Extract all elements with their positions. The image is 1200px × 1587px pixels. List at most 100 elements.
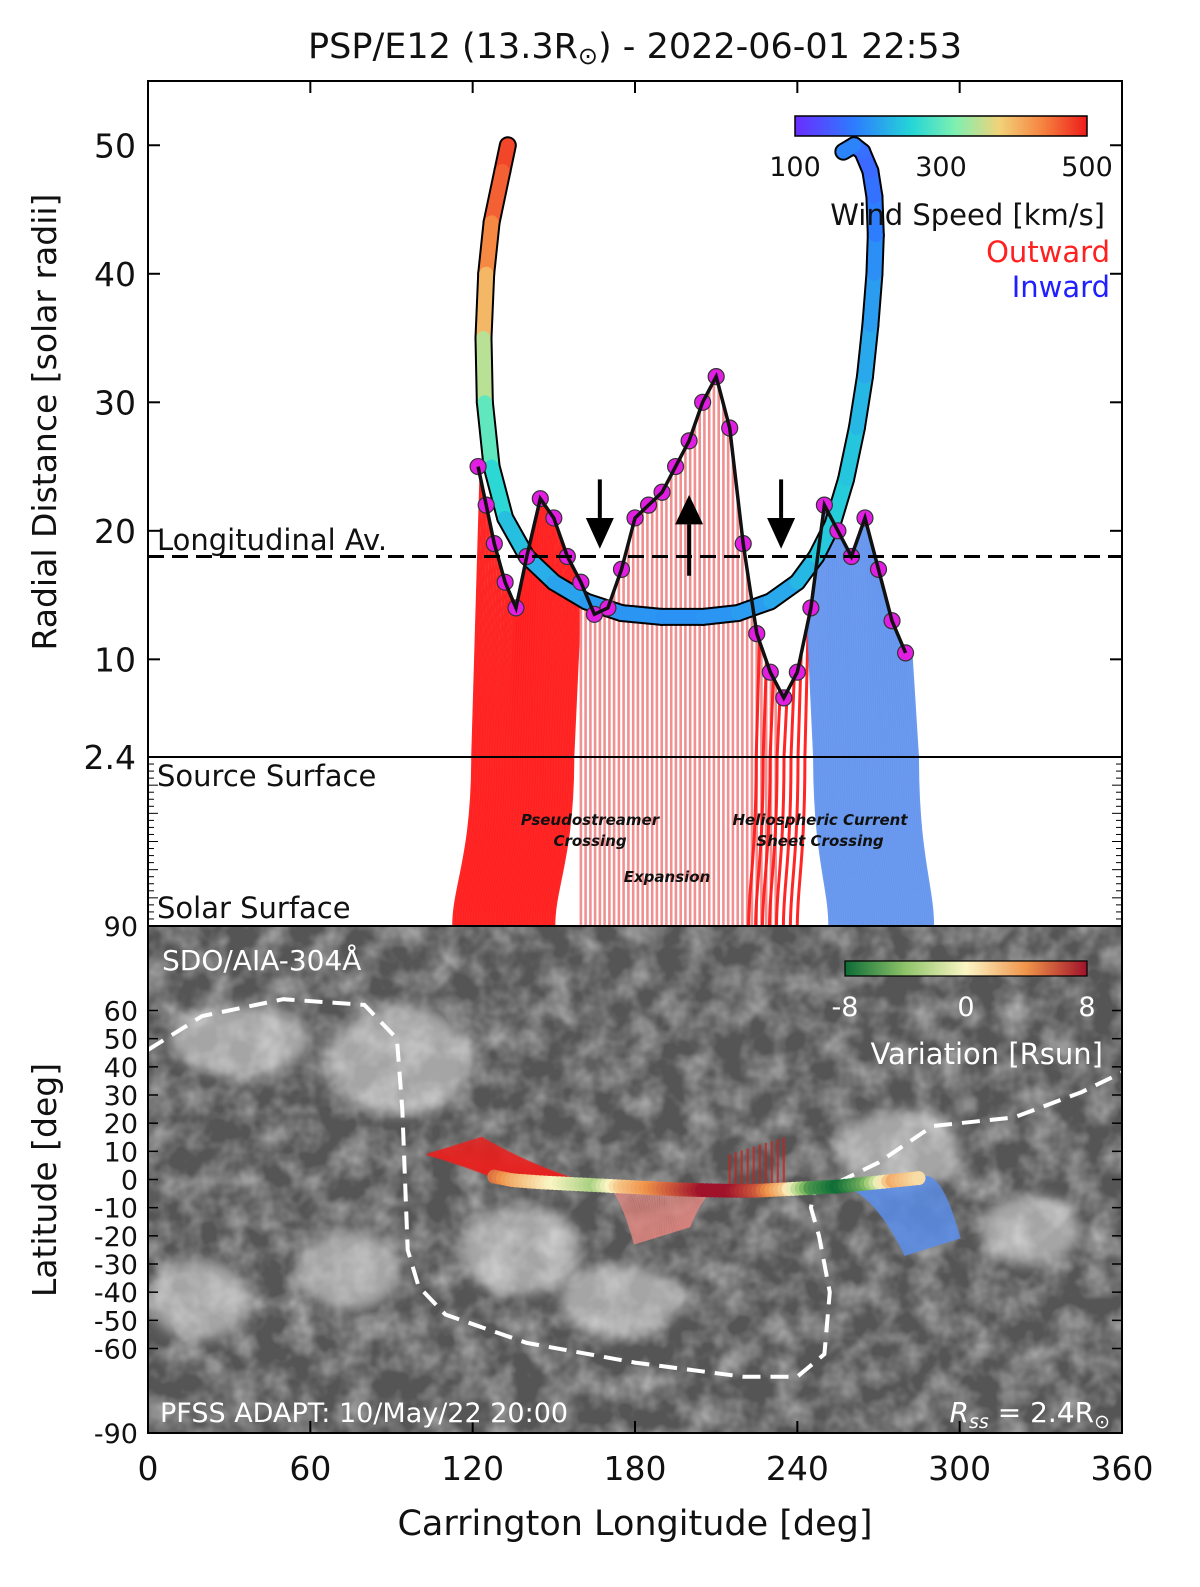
inward-field-line <box>887 609 913 926</box>
outward-field-line <box>788 653 803 926</box>
inward-field-line <box>822 512 847 926</box>
outward-field-line <box>761 678 775 926</box>
outward-field-line <box>488 604 519 926</box>
inward-field-line <box>874 559 900 926</box>
outward-field-line <box>485 603 516 926</box>
outward-field-line <box>459 515 490 926</box>
top-y-tick-label: 40 <box>94 255 136 294</box>
outward-field-line <box>475 577 506 926</box>
annotation-sheet-crossing: Sheet Crossing <box>756 832 884 850</box>
inward-field-line <box>837 532 862 926</box>
source-distance-line <box>476 371 908 702</box>
aia-map <box>148 926 1122 1433</box>
bottom-y-tick-label: -60 <box>94 1335 138 1366</box>
inward-field-line <box>900 644 926 926</box>
speed-colorbar-tick: 100 <box>769 152 821 183</box>
outward-field-line <box>465 540 496 926</box>
bottom-y-tick-label: 50 <box>104 1025 138 1056</box>
outward-field-line <box>467 550 498 926</box>
trajectory-segment <box>849 369 872 435</box>
legend-inward: Inward <box>1012 270 1110 304</box>
inward-field-line <box>883 592 908 926</box>
inward-field-line <box>898 639 924 926</box>
arrow-down-icon <box>585 517 614 549</box>
top-y-tick-label: 50 <box>94 126 136 165</box>
inward-field-line <box>819 528 845 926</box>
arrow-down-icon <box>767 517 796 549</box>
top-y-tick-label: 20 <box>94 512 136 551</box>
outward-field-line <box>483 597 514 926</box>
outward-field-line <box>498 555 529 926</box>
inward-field-line <box>902 650 928 926</box>
inward-field-line <box>885 601 910 926</box>
speed-colorbar-tick: 500 <box>1061 152 1113 183</box>
bottom-y-tick-label: -90 <box>94 1419 138 1450</box>
top-y-tick-label: 2.4 <box>84 738 136 777</box>
annotation-hcs: Heliospheric Current <box>733 811 909 829</box>
footpoint-marker <box>911 1171 926 1186</box>
chart-title: PSP/E12 (13.3R⊙) - 2022-06-01 22:53 <box>308 27 962 70</box>
top-y-axis-label: Radial Distance [solar radii] <box>25 194 64 651</box>
inward-field-line <box>907 652 932 926</box>
inward-field-line <box>854 542 880 926</box>
bottom-y-tick-label: -30 <box>94 1250 138 1281</box>
outward-field-line <box>754 661 768 926</box>
bottom-y-tick-label: -20 <box>94 1222 138 1253</box>
inward-field-line <box>828 515 854 926</box>
outward-field-line <box>544 567 575 926</box>
outward-field-line <box>480 591 511 926</box>
top-y-tick-label: 30 <box>94 383 136 422</box>
trajectory-segment <box>863 266 882 333</box>
inward-field-line <box>843 544 869 926</box>
annotation-pseudostreamer: Pseudostreamer <box>521 811 661 829</box>
bottom-y-tick-label: -40 <box>94 1278 138 1309</box>
map-field-lines <box>148 997 1122 1379</box>
trajectory-segment <box>825 472 854 532</box>
inward-field-line <box>824 507 849 926</box>
outward-field-line <box>501 544 532 926</box>
outward-field-line <box>511 500 542 926</box>
inward-field-line <box>889 617 915 926</box>
outward-field-line <box>454 491 485 926</box>
outward-field-line <box>490 592 521 926</box>
inward-field-line <box>850 555 875 926</box>
outward-field-line <box>457 503 488 926</box>
outward-field-line <box>552 582 583 926</box>
aia-label: SDO/AIA-304Å <box>162 943 361 977</box>
x-tick-label: 120 <box>441 1449 504 1488</box>
outward-field-line <box>462 528 493 926</box>
source-surface-label: Source Surface <box>157 759 376 793</box>
outward-field-line <box>516 505 547 926</box>
x-tick-label: 240 <box>766 1449 829 1488</box>
inward-field-line <box>826 511 851 926</box>
outward-field-line <box>539 557 570 926</box>
trajectory-segment <box>479 215 499 281</box>
outward-field-line <box>526 521 557 926</box>
x-tick-label: 60 <box>289 1449 331 1488</box>
bottom-y-axis-label: Latitude [deg] <box>25 1063 64 1297</box>
inward-field-line <box>839 536 865 926</box>
speed-colorbar-tick: 300 <box>915 152 967 183</box>
bottom-y-tick-label: -10 <box>94 1194 138 1225</box>
annotation-crossing: Crossing <box>553 832 626 850</box>
outward-field-line <box>477 585 508 926</box>
x-tick-label: 360 <box>1091 1449 1154 1488</box>
outward-field-line <box>768 691 782 926</box>
outward-field-line <box>513 501 544 926</box>
longitudinal-average-label: Longitudinal Av. <box>157 523 387 557</box>
x-tick-label: 180 <box>604 1449 667 1488</box>
x-tick-label: 0 <box>138 1449 159 1488</box>
outward-field-line <box>747 641 761 926</box>
inward-field-line <box>852 548 878 926</box>
trajectory-segment <box>857 318 878 384</box>
outward-field-line <box>506 522 537 926</box>
outward-field-line <box>547 572 578 926</box>
outward-field-line <box>519 508 549 926</box>
inward-field-line <box>861 523 886 926</box>
inward-field-line <box>841 540 867 926</box>
inward-field-line <box>909 652 935 926</box>
field-lines <box>452 380 935 926</box>
trajectory-segment <box>484 459 513 525</box>
x-axis-label: Carrington Longitude [deg] <box>397 1504 872 1544</box>
inward-field-line <box>894 629 919 926</box>
